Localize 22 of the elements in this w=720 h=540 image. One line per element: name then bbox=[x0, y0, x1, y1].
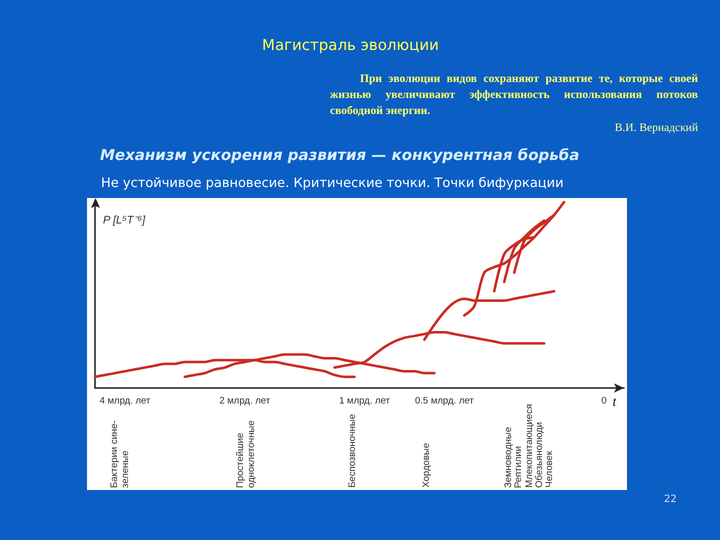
text: Обезьянолюди bbox=[534, 422, 546, 488]
text: Простейшие одноклеточные bbox=[235, 419, 258, 488]
text: При эволюции видов сохраняют развитие те, которые своей жизнью увеличивают эффективность использования потоков свободной энергии. bbox=[330, 72, 698, 119]
text: Рептилии bbox=[513, 446, 525, 488]
chart-title: Магистраль эволюции bbox=[262, 36, 439, 54]
text: Не устойчивое равновесие. Критические точки. Точки бифуркации bbox=[101, 176, 564, 191]
x-tick-label: 2 млрд. лет bbox=[219, 396, 271, 406]
text: 22 bbox=[664, 494, 677, 505]
text: Беспозвоночные bbox=[347, 414, 359, 488]
x-tick-label: 1 млрд. лет bbox=[339, 396, 391, 406]
text: Бактерии сине-зеленые bbox=[109, 419, 132, 488]
text: Земноводные bbox=[503, 427, 514, 488]
text: Млекопитающиеся bbox=[524, 404, 535, 488]
x-tick-label: 4 млрд. лет bbox=[100, 396, 151, 406]
x-tick-label: 0 bbox=[601, 396, 607, 406]
text: В.И. Вернадский bbox=[614, 122, 698, 134]
text: Хордовые bbox=[421, 443, 433, 488]
chart-subtitle: Механизм ускорения развития — конкурентная борьба bbox=[100, 146, 580, 164]
x-tick-label: 0.5 млрд. лет bbox=[415, 396, 474, 406]
x-axis-title: t bbox=[612, 395, 617, 409]
text: Человек bbox=[544, 451, 556, 488]
y-axis-title: P [L⁵T⁻⁶] bbox=[103, 214, 146, 226]
